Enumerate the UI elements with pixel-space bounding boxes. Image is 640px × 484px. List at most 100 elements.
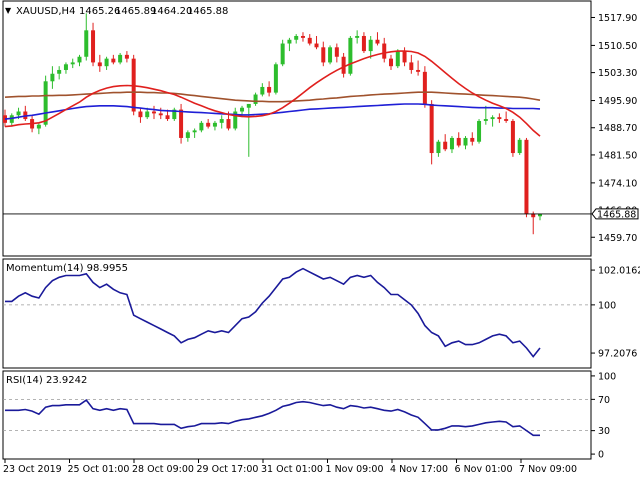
ohlc-open: 1465.26 [79, 6, 120, 17]
candle-bearish [375, 39, 380, 44]
candle-bearish [206, 122, 211, 127]
candle-bearish [422, 71, 427, 104]
rsi-line [5, 399, 540, 437]
candle-bullish [70, 62, 75, 65]
candle-bearish [497, 117, 502, 120]
candle-bearish [510, 120, 515, 154]
y-tick-label: 100 [598, 300, 616, 311]
candle-bullish [294, 35, 299, 40]
candle-bearish [158, 113, 163, 116]
candle-bullish [368, 39, 373, 52]
candle-bearish [165, 115, 170, 120]
y-tick-label: 97.2076 [598, 349, 637, 360]
x-tick-label: 6 Nov 01:00 [455, 464, 513, 475]
current-price-marker: 1465.88 [591, 208, 639, 220]
candle-bullish [490, 117, 495, 120]
y-tick-label: 1495.90 [598, 96, 637, 107]
momentum-plot [3, 267, 591, 358]
x-tick-label: 7 Nov 09:00 [519, 464, 577, 475]
current-price-label: 1465.88 [597, 209, 636, 220]
ohlc-close: 1465.88 [187, 6, 228, 17]
x-tick-label: 25 Oct 01:00 [68, 464, 130, 475]
candle-bearish [456, 137, 461, 146]
candle-bullish [449, 137, 454, 150]
x-axis-labels: 23 Oct 2019 25 Oct 01:00 28 Oct 09:00 29 Oc… [3, 459, 577, 475]
candle-bullish [185, 132, 190, 138]
ohlc-high: 1465.89 [115, 6, 156, 17]
y-tick-label: 0 [598, 450, 604, 461]
candle-bullish [260, 86, 265, 95]
candle-bullish [16, 111, 21, 116]
candle-bullish [246, 103, 251, 108]
candle-bullish [280, 43, 285, 65]
candle-bearish [429, 103, 434, 154]
candle-bearish [382, 43, 387, 59]
candle-bearish [124, 54, 129, 59]
rsi-panel-frame [2, 370, 592, 460]
candle-bearish [361, 35, 366, 52]
x-tick-label: 4 Nov 17:00 [390, 464, 448, 475]
momentum-title: Momentum(14) 98.9955 [6, 263, 128, 274]
momentum-line [5, 267, 541, 358]
candle-bearish [531, 213, 536, 218]
candle-bearish [138, 111, 143, 118]
candle-bearish [416, 69, 421, 72]
candle-bullish [253, 94, 258, 104]
collapse-triangle-icon[interactable]: ▼ [5, 6, 12, 15]
momentum-panel-frame [2, 258, 592, 369]
candle-bullish [219, 119, 224, 123]
y-tick-label: 1474.10 [598, 178, 637, 189]
y-tick-label: 1517.90 [598, 13, 637, 24]
candle-bullish [538, 213, 542, 217]
y-tick-label: 100 [598, 371, 616, 382]
candle-bearish [504, 119, 509, 121]
y-tick-label: 30 [598, 426, 610, 437]
candle-bearish [334, 47, 339, 57]
candle-bullish [212, 122, 217, 127]
candle-bullish [348, 37, 353, 74]
candle-bullish [240, 107, 245, 112]
x-tick-label: 29 Oct 17:00 [197, 464, 259, 475]
candle-bearish [314, 43, 319, 48]
candle-bullish [118, 54, 123, 63]
candle-bearish [97, 62, 102, 67]
moving-average-line [4, 50, 541, 137]
candle-bearish [111, 58, 116, 63]
ohlc-low: 1464.20 [151, 6, 192, 17]
rsi-title: RSI(14) 23.9242 [6, 375, 87, 386]
candle-bullish [63, 64, 68, 70]
candle-bearish [300, 35, 305, 38]
candle-bearish [389, 58, 394, 67]
price-plot [3, 13, 591, 235]
candle-bearish [443, 141, 448, 150]
y-tick-label: 1503.30 [598, 68, 637, 79]
candle-bullish [463, 137, 468, 146]
candle-bearish [226, 119, 231, 129]
candle-bullish [395, 51, 400, 67]
y-tick-label: 1481.50 [598, 150, 637, 161]
candle-bearish [307, 37, 312, 44]
candle-bearish [470, 137, 475, 142]
x-tick-label: 1 Nov 09:00 [326, 464, 384, 475]
x-tick-label: 31 Oct 01:00 [261, 464, 323, 475]
candle-bearish [321, 47, 326, 63]
candle-bullish [328, 47, 333, 63]
y-tick-label: 1510.50 [598, 41, 637, 52]
symbol-title: XAUUSD,H4 [16, 6, 75, 17]
candle-bullish [355, 35, 360, 38]
candle-bullish [192, 130, 197, 133]
candle-bullish [199, 122, 204, 131]
y-tick-label: 70 [598, 395, 610, 406]
candle-bearish [402, 51, 407, 63]
candle-bullish [43, 81, 48, 125]
candle-bearish [91, 30, 96, 63]
candle-bearish [409, 62, 414, 70]
candle-bullish [57, 69, 62, 74]
x-tick-label: 28 Oct 09:00 [132, 464, 194, 475]
price-panel-frame [2, 0, 592, 257]
candle-bearish [341, 56, 346, 74]
y-tick-label: 1488.70 [598, 123, 637, 134]
candle-bullish [477, 120, 482, 142]
candle-bullish [436, 141, 441, 154]
